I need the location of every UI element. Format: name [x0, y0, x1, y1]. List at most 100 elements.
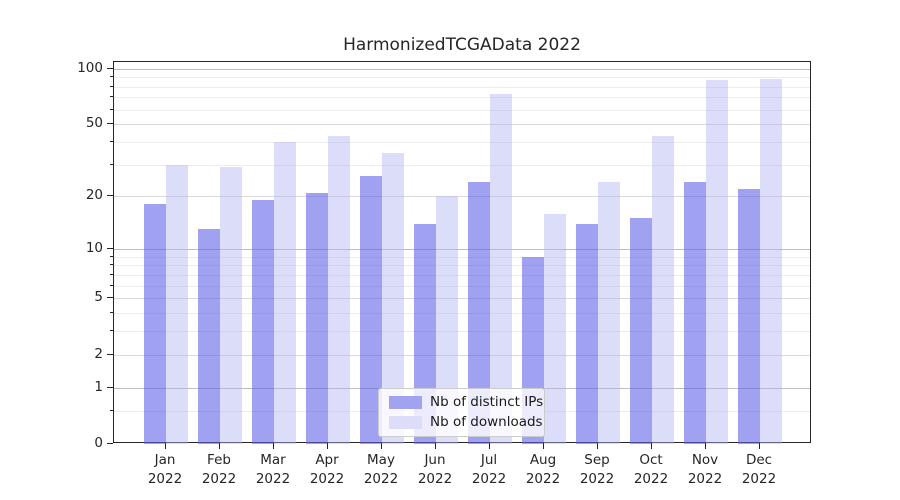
minor-gridline	[114, 331, 810, 333]
x-tick-label: Apr 2022	[300, 451, 354, 489]
y-minor-tick-mark	[110, 410, 113, 412]
y-tick-label: 1	[94, 378, 103, 395]
bar-downloads-jun	[436, 196, 458, 444]
y-minor-tick-mark	[110, 76, 113, 78]
bar-downloads-aug	[544, 213, 566, 444]
x-tick-mark	[381, 443, 382, 449]
y-minor-tick-mark	[110, 312, 113, 314]
x-tick-year: 2022	[255, 471, 291, 487]
major-gridline	[114, 68, 810, 70]
legend-row: Nb of distinct IPs	[389, 394, 544, 411]
bar-downloads-nov	[706, 79, 728, 444]
bar-downloads-sep	[598, 182, 620, 444]
y-minor-tick-mark	[110, 96, 113, 98]
x-tick-label: Jan 2022	[138, 451, 192, 489]
y-tick-mark	[107, 443, 113, 444]
x-tick-month: Jun	[424, 452, 446, 468]
minor-gridline	[114, 97, 810, 99]
x-tick-mark	[597, 443, 598, 449]
x-tick-mark	[489, 443, 490, 449]
y-tick-mark	[107, 297, 113, 299]
x-tick-month: Aug	[529, 452, 557, 468]
bar-ips-sep	[576, 223, 598, 444]
x-tick-month: Feb	[207, 452, 231, 468]
minor-gridline	[114, 313, 810, 315]
x-tick-month: Jul	[480, 452, 498, 468]
bar-downloads-may	[382, 152, 404, 444]
minor-gridline	[114, 109, 810, 111]
x-tick-label: Mar 2022	[246, 451, 300, 489]
x-tick-month: Dec	[745, 452, 773, 468]
x-tick-year: 2022	[741, 471, 777, 487]
x-tick-month: Mar	[260, 452, 286, 468]
minor-gridline	[114, 265, 810, 267]
y-minor-tick-mark	[110, 140, 113, 142]
legend-swatch-ips	[389, 396, 422, 409]
bar-ips-apr	[306, 192, 328, 444]
legend-label: Nb of distinct IPs	[430, 394, 544, 410]
y-tick-mark	[107, 386, 113, 388]
major-gridline	[114, 248, 810, 250]
x-tick-month: Oct	[639, 452, 663, 468]
x-tick-mark	[273, 443, 274, 449]
major-gridline	[114, 354, 810, 356]
x-tick-year: 2022	[633, 471, 669, 487]
x-tick-year: 2022	[363, 471, 399, 487]
x-tick-label: Jul 2022	[462, 451, 516, 489]
x-tick-label: Dec 2022	[732, 451, 786, 489]
x-tick-mark	[219, 443, 220, 449]
x-tick-label: Aug 2022	[516, 451, 570, 489]
y-minor-tick-mark	[110, 108, 113, 110]
minor-gridline	[114, 164, 810, 166]
bar-downloads-mar	[274, 141, 296, 444]
bar-ips-mar	[252, 200, 274, 444]
y-tick-label: 10	[85, 239, 103, 256]
y-tick-label: 5	[94, 289, 103, 306]
x-tick-mark	[435, 443, 436, 449]
y-tick-mark	[107, 195, 113, 197]
y-tick-label: 2	[94, 345, 103, 362]
y-tick-label: 100	[77, 59, 103, 76]
bar-ips-dec	[738, 188, 760, 444]
x-tick-label: May 2022	[354, 451, 408, 489]
chart-title: HarmonizedTCGAData 2022	[343, 35, 581, 55]
bar-downloads-dec	[760, 78, 782, 444]
major-gridline	[114, 124, 810, 126]
bar-ips-nov	[684, 182, 706, 444]
y-tick-label: 20	[85, 187, 103, 204]
y-minor-tick-mark	[110, 284, 113, 286]
y-tick-mark	[107, 247, 113, 249]
major-gridline	[114, 298, 810, 300]
major-gridline	[114, 196, 810, 198]
x-tick-mark	[543, 443, 544, 449]
bar-ips-jul	[468, 182, 490, 444]
minor-gridline	[114, 285, 810, 287]
x-tick-year: 2022	[525, 471, 561, 487]
x-tick-month: Jan	[154, 452, 176, 468]
x-tick-month: Sep	[584, 452, 610, 468]
x-tick-label: Oct 2022	[624, 451, 678, 489]
x-tick-mark	[327, 443, 328, 449]
minor-gridline	[114, 86, 810, 88]
legend: Nb of distinct IPs Nb of downloads	[378, 388, 545, 437]
x-tick-mark	[759, 443, 760, 449]
x-tick-year: 2022	[201, 471, 237, 487]
x-tick-year: 2022	[309, 471, 345, 487]
x-tick-mark	[651, 443, 652, 449]
bar-downloads-jan	[166, 164, 188, 444]
x-tick-year: 2022	[687, 471, 723, 487]
minor-gridline	[114, 141, 810, 143]
bar-ips-jan	[144, 204, 166, 444]
bar-ips-feb	[198, 229, 220, 444]
bar-downloads-apr	[328, 136, 350, 444]
legend-label: Nb of downloads	[430, 414, 543, 430]
y-minor-tick-mark	[110, 163, 113, 165]
y-tick-mark	[107, 353, 113, 355]
minor-gridline	[114, 274, 810, 276]
x-tick-month: Nov	[691, 452, 719, 468]
y-minor-tick-mark	[110, 255, 113, 257]
minor-gridline	[114, 256, 810, 258]
y-minor-tick-mark	[110, 264, 113, 266]
x-tick-label: Sep 2022	[570, 451, 624, 489]
